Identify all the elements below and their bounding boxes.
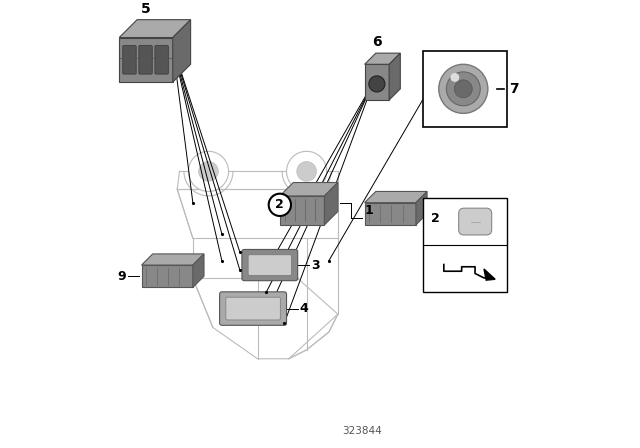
Text: 8: 8 xyxy=(443,202,451,215)
Text: 6: 6 xyxy=(372,35,381,49)
Text: 1: 1 xyxy=(365,204,373,217)
Polygon shape xyxy=(280,182,338,196)
Bar xyxy=(280,196,324,225)
Text: 323844: 323844 xyxy=(342,426,382,436)
Polygon shape xyxy=(141,254,204,265)
Polygon shape xyxy=(324,182,338,225)
Polygon shape xyxy=(416,191,427,225)
Circle shape xyxy=(188,151,228,191)
Circle shape xyxy=(198,162,218,181)
FancyBboxPatch shape xyxy=(226,297,280,320)
Text: 5: 5 xyxy=(141,1,151,16)
Bar xyxy=(119,38,173,82)
Polygon shape xyxy=(484,269,495,280)
Polygon shape xyxy=(173,20,191,82)
Bar xyxy=(365,202,416,225)
Text: 3: 3 xyxy=(311,258,320,271)
Bar xyxy=(422,198,508,292)
Polygon shape xyxy=(365,191,427,202)
Circle shape xyxy=(446,72,480,106)
Text: 4: 4 xyxy=(300,302,308,315)
Circle shape xyxy=(369,76,385,92)
Polygon shape xyxy=(389,53,400,100)
Text: 7: 7 xyxy=(509,82,518,96)
Bar xyxy=(422,51,508,127)
Text: 2: 2 xyxy=(431,212,440,225)
Bar xyxy=(141,265,193,287)
Text: 9: 9 xyxy=(117,270,126,283)
Circle shape xyxy=(454,80,472,98)
FancyBboxPatch shape xyxy=(123,46,136,74)
FancyBboxPatch shape xyxy=(242,250,298,281)
FancyBboxPatch shape xyxy=(155,46,168,74)
FancyBboxPatch shape xyxy=(139,46,152,74)
Text: 2: 2 xyxy=(275,198,284,211)
Circle shape xyxy=(287,151,326,191)
FancyBboxPatch shape xyxy=(248,255,291,276)
Polygon shape xyxy=(119,20,191,38)
Polygon shape xyxy=(193,254,204,287)
Circle shape xyxy=(451,73,460,82)
Bar xyxy=(365,65,389,100)
FancyBboxPatch shape xyxy=(459,208,492,235)
FancyBboxPatch shape xyxy=(220,292,287,325)
Circle shape xyxy=(439,65,488,113)
Polygon shape xyxy=(365,53,400,65)
Circle shape xyxy=(297,162,316,181)
Circle shape xyxy=(269,194,291,216)
